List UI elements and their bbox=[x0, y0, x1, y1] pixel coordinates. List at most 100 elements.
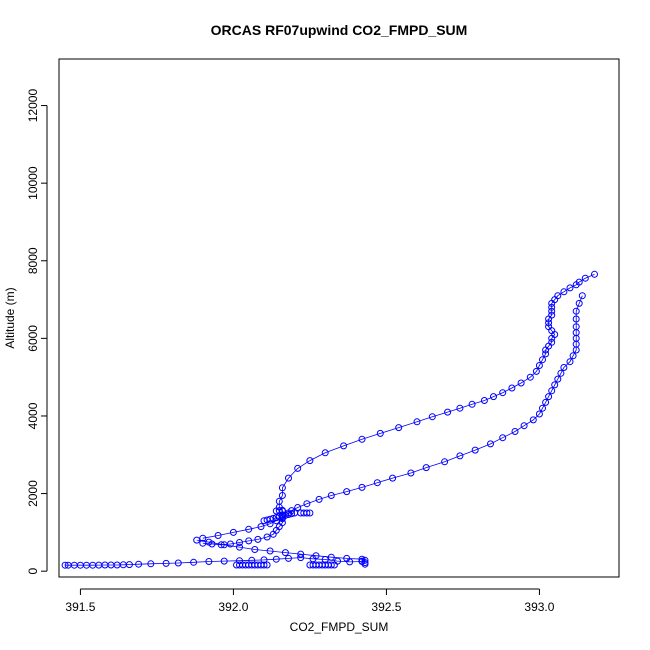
data-point bbox=[205, 558, 213, 565]
series-points bbox=[61, 270, 598, 569]
data-point bbox=[535, 410, 543, 418]
data-point bbox=[281, 549, 289, 557]
data-point bbox=[575, 299, 583, 307]
data-point bbox=[499, 389, 507, 397]
y-tick-label: 6000 bbox=[26, 325, 40, 352]
data-point bbox=[548, 303, 556, 311]
data-point bbox=[245, 537, 253, 545]
data-point bbox=[278, 492, 286, 499]
data-point bbox=[199, 534, 207, 542]
data-point bbox=[321, 449, 329, 457]
x-axis: 391.5 392.0 392.5 393.0 bbox=[65, 588, 555, 614]
data-point bbox=[285, 554, 292, 562]
data-point bbox=[468, 400, 476, 408]
y-tick-label: 2000 bbox=[26, 480, 40, 507]
data-point bbox=[236, 539, 243, 546]
data-point bbox=[532, 367, 540, 375]
data-point bbox=[294, 504, 302, 511]
data-point bbox=[346, 558, 354, 566]
data-point bbox=[539, 356, 546, 364]
data-point bbox=[297, 554, 305, 562]
data-point bbox=[245, 525, 253, 533]
data-point bbox=[490, 393, 497, 401]
data-point bbox=[542, 350, 550, 358]
data-point bbox=[288, 510, 296, 518]
data-point bbox=[260, 556, 268, 564]
data-point bbox=[566, 284, 574, 292]
data-point bbox=[205, 538, 213, 546]
data-point bbox=[285, 474, 292, 482]
data-point bbox=[413, 418, 421, 426]
chart-title: ORCAS RF07upwind CO2_FMPD_SUM bbox=[211, 22, 468, 38]
data-point bbox=[529, 416, 537, 424]
y-axis-label: Altitude (m) bbox=[3, 287, 17, 348]
data-point bbox=[560, 364, 568, 371]
data-point bbox=[554, 375, 562, 383]
y-axis: 0 2000 4000 6000 8000 10000 12000 bbox=[26, 89, 48, 575]
data-point bbox=[569, 352, 577, 360]
data-point bbox=[327, 561, 335, 569]
data-point bbox=[542, 398, 550, 406]
data-point bbox=[499, 434, 507, 442]
data-point bbox=[572, 315, 580, 323]
x-axis-label: CO2_FMPD_SUM bbox=[290, 620, 389, 634]
data-point bbox=[327, 492, 335, 499]
data-point bbox=[190, 558, 198, 566]
data-point bbox=[572, 323, 580, 331]
data-point bbox=[428, 413, 436, 421]
data-point bbox=[422, 464, 430, 472]
data-point bbox=[327, 553, 335, 561]
data-point bbox=[542, 346, 550, 354]
data-point bbox=[260, 561, 268, 569]
data-point bbox=[545, 393, 553, 401]
y-tick-label: 8000 bbox=[26, 247, 40, 274]
data-point bbox=[358, 483, 366, 491]
data-point bbox=[135, 560, 143, 568]
data-point bbox=[520, 422, 528, 430]
data-point bbox=[257, 523, 265, 531]
data-point bbox=[340, 442, 348, 450]
data-point bbox=[229, 528, 237, 536]
data-point bbox=[266, 515, 274, 523]
data-point bbox=[548, 334, 556, 342]
data-point bbox=[263, 533, 271, 541]
data-point bbox=[330, 561, 338, 569]
data-point bbox=[162, 559, 170, 567]
data-point bbox=[294, 464, 302, 472]
data-point bbox=[220, 557, 228, 565]
data-point bbox=[456, 404, 464, 412]
data-point bbox=[174, 559, 182, 567]
data-point bbox=[591, 270, 598, 278]
data-point bbox=[306, 509, 314, 517]
data-point bbox=[551, 381, 559, 389]
data-point bbox=[266, 547, 274, 555]
y-tick-label: 4000 bbox=[26, 402, 40, 429]
data-point bbox=[572, 307, 580, 315]
data-point bbox=[303, 500, 311, 508]
data-point bbox=[306, 457, 314, 465]
y-tick-label: 0 bbox=[26, 568, 40, 575]
data-point bbox=[545, 319, 553, 327]
x-tick-label: 393.0 bbox=[524, 600, 554, 614]
data-point bbox=[441, 458, 449, 466]
data-point bbox=[444, 408, 452, 416]
data-point bbox=[517, 379, 525, 387]
data-point bbox=[508, 384, 516, 392]
data-point bbox=[557, 369, 565, 377]
x-tick-label: 392.5 bbox=[371, 600, 401, 614]
data-point bbox=[61, 561, 69, 569]
data-point bbox=[303, 509, 311, 517]
data-point bbox=[480, 397, 488, 404]
data-point bbox=[358, 557, 366, 565]
data-point bbox=[251, 546, 259, 553]
data-point bbox=[548, 299, 556, 307]
data-point bbox=[147, 560, 155, 568]
data-point bbox=[545, 315, 553, 323]
data-point bbox=[535, 362, 543, 369]
data-point bbox=[566, 358, 574, 366]
data-point bbox=[220, 541, 228, 549]
data-point bbox=[254, 535, 262, 543]
data-point bbox=[64, 561, 72, 569]
data-point bbox=[297, 550, 305, 558]
